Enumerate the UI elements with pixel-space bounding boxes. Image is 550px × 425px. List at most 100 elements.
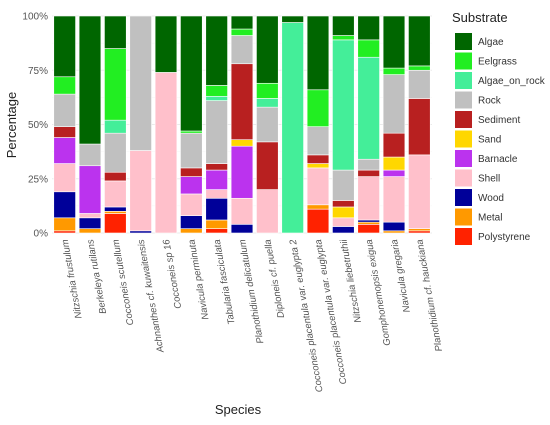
bar-segment-algae <box>332 15 355 36</box>
bar-segment-wood <box>230 224 254 234</box>
legend-key-barnacle <box>455 150 472 167</box>
legend-key-eelgrass <box>455 52 472 70</box>
bar-segment-eelgrass <box>357 39 380 58</box>
bar-segment-barnacle <box>180 176 203 195</box>
bar-segment-rock <box>357 158 380 171</box>
x-axis-title: Species <box>215 402 262 417</box>
bar-segment-algae <box>180 15 203 132</box>
bar-segment-barnacle <box>382 169 406 177</box>
bar-segment-eelgrass <box>205 85 228 97</box>
bar-segment-algae-on-rock <box>205 95 228 101</box>
bar-segment-eelgrass <box>230 28 254 36</box>
legend-label: Metal <box>478 213 502 224</box>
bar-segment-shell <box>306 167 330 206</box>
bar-segment-shell <box>180 193 203 216</box>
bar-segment-metal <box>104 211 127 214</box>
bar-segment-eelgrass <box>382 67 406 75</box>
legend-key-algae <box>455 33 472 50</box>
bar-segment-metal <box>357 221 380 225</box>
bar-segment-sand <box>306 163 330 169</box>
bar-segment-algae-on-rock <box>281 22 304 234</box>
bar-segment-metal <box>180 228 203 234</box>
bar-segment-barnacle <box>230 145 254 199</box>
bar-segment-eelgrass <box>256 82 279 99</box>
legend-label: Barnacle <box>478 154 518 165</box>
bar-segment-wood <box>53 191 76 219</box>
bar-segment-polystyrene <box>53 230 76 234</box>
bar-segment-polystyrene <box>408 230 431 234</box>
bar-segment-sediment <box>256 141 279 190</box>
bar-segment-eelgrass <box>408 65 431 71</box>
legend-key-sand <box>455 130 472 148</box>
bar-segment-eelgrass <box>180 130 203 134</box>
bar-segment-sediment <box>104 171 127 182</box>
bar-segment-polystyrene <box>306 208 330 234</box>
bar-segment-algae <box>281 15 304 23</box>
legend-title: Substrate <box>452 10 508 25</box>
bar-segment-wood <box>332 226 355 234</box>
bar-segment-sediment <box>408 98 431 156</box>
bar-segment-algae <box>78 15 102 145</box>
bar-segment-rock <box>230 35 254 65</box>
bar-segment-algae <box>230 15 254 30</box>
legend-key-shell <box>455 169 472 187</box>
bar-segment-rock <box>382 74 406 134</box>
bar-segment-wood <box>382 221 406 232</box>
bar-segment-algae <box>205 15 228 86</box>
bar-segment-shell <box>78 213 102 219</box>
bar-segment-rock <box>129 15 152 151</box>
legend-label: Sediment <box>478 115 520 126</box>
bar-segment-metal <box>306 204 330 210</box>
bar-segment-shell <box>205 189 228 199</box>
y-tick-label: 0% <box>34 229 49 240</box>
bar-segment-rock <box>408 69 431 99</box>
bar-segment-algae <box>382 15 406 69</box>
bar-segment-shell <box>408 154 431 229</box>
bar-segment-algae-on-rock <box>357 56 380 160</box>
legend-label: Eelgrass <box>478 57 517 68</box>
bar-segment-shell <box>53 163 76 193</box>
bar-segment-rock <box>180 132 203 169</box>
bar-segment-algae <box>53 15 76 78</box>
bar-segment-rock <box>78 143 102 167</box>
bar-segment-sediment <box>357 169 380 177</box>
bars-layer <box>53 15 431 234</box>
bar-segment-barnacle <box>78 165 102 214</box>
y-tick-label: 50% <box>28 120 48 131</box>
bar-segment-rock <box>256 106 279 143</box>
bar-segment-shell <box>357 176 380 221</box>
bar-segment-sediment <box>205 163 228 171</box>
bar-segment-metal <box>382 230 406 234</box>
bar-segment-algae <box>154 15 178 73</box>
bar-segment-barnacle <box>205 169 228 190</box>
bar-segment-sediment <box>382 132 406 158</box>
bar-segment-algae-on-rock <box>256 98 279 108</box>
bar-segment-algae-on-rock <box>332 39 355 171</box>
bar-segment-wood <box>180 215 203 229</box>
bar-segment-shell <box>104 180 127 208</box>
legend-label: Rock <box>478 96 502 107</box>
bar-segment-shell <box>154 72 178 234</box>
bar-segment-rock <box>332 169 355 201</box>
bar-segment-sand <box>382 156 406 171</box>
bar-segment-wood <box>78 217 102 229</box>
legend-label: Algae <box>478 37 504 48</box>
legend-label: Polystyrene <box>478 232 531 243</box>
y-tick-label: 100% <box>22 12 48 23</box>
bar-segment-shell <box>230 197 254 225</box>
bar-segment-metal <box>53 217 76 232</box>
bar-segment-wood <box>129 230 152 234</box>
bar-segment-rock <box>306 126 330 156</box>
legend-label: Wood <box>478 193 504 204</box>
legend-key-algae-on-rock <box>455 72 472 89</box>
legend-key-sediment <box>455 111 472 128</box>
legend-label: Algae_on_rock <box>478 76 546 87</box>
bar-segment-algae <box>306 15 330 91</box>
bar-segment-algae <box>408 15 431 67</box>
bar-segment-metal <box>78 228 102 234</box>
legend: Substrate Algae Eelgrass Algae_on_rock Rock… <box>452 10 546 245</box>
legend-label: Sand <box>478 135 501 146</box>
bar-segment-polystyrene <box>104 213 127 234</box>
